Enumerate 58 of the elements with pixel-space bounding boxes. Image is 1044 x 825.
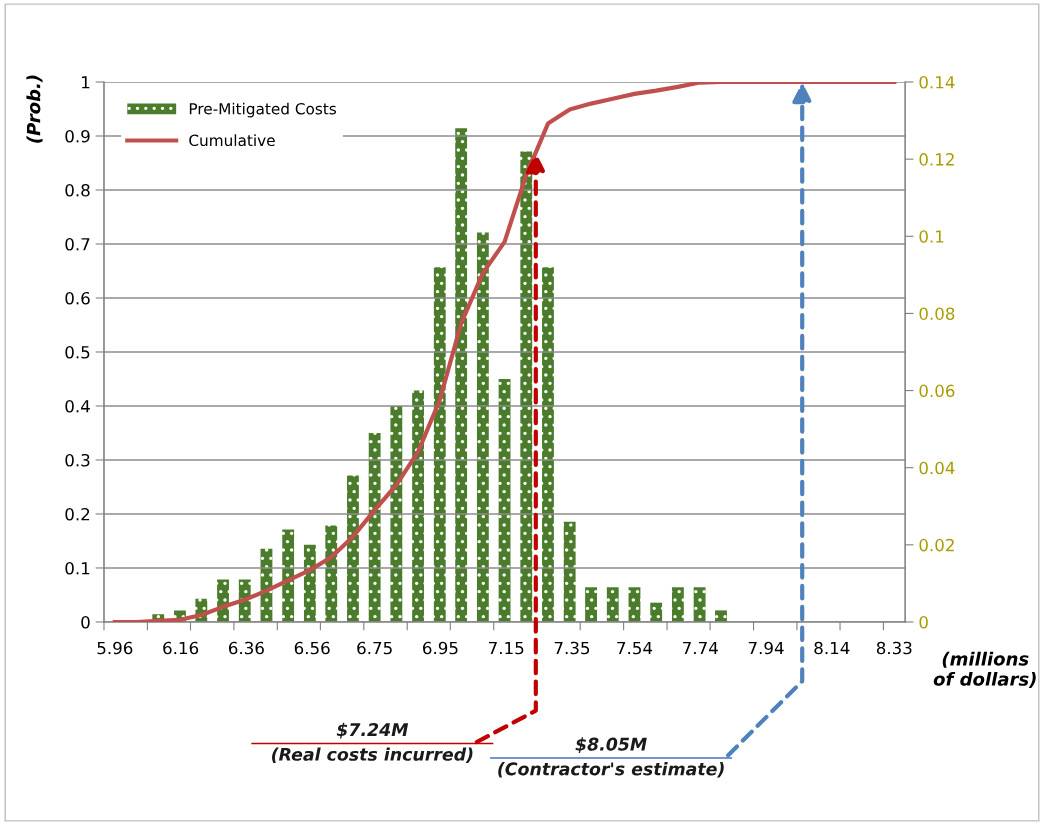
bar: [606, 587, 619, 622]
y2-tick-label: 0.08: [919, 307, 955, 320]
y-tick-label: 0.2: [65, 507, 90, 521]
y-tick-label: 0.9: [65, 129, 90, 143]
bar: [325, 525, 338, 622]
bar: [693, 587, 706, 622]
bar: [671, 587, 684, 622]
y2-tick-label: 0.1: [919, 230, 944, 243]
y-tick-label: 0.5: [65, 345, 90, 359]
line-series: [112, 82, 897, 622]
y2-tick-label: 0.04: [919, 461, 955, 475]
x-tick-label: 7.35: [554, 641, 590, 655]
x-tick-label: 7.54: [617, 641, 653, 655]
annotation: $7.24M (Real costs incurred): [272, 722, 473, 763]
y-tick-label: 0: [81, 615, 90, 629]
bar: [650, 602, 663, 622]
y2-tick-label: 0: [919, 615, 928, 629]
bar: [563, 521, 576, 622]
bar: [303, 544, 316, 622]
bar: [585, 587, 597, 622]
x-tick-label: 8.14: [814, 641, 850, 655]
bar: [282, 529, 295, 622]
legend-label: Pre-Mitigated Costs: [189, 102, 337, 118]
bar: [628, 587, 641, 622]
y-tick-label: 0.8: [65, 183, 90, 197]
y-tick-label: 0.7: [65, 237, 90, 251]
bar: [368, 432, 381, 622]
x-tick-label: 8.33: [876, 641, 912, 655]
y-axis-title: (Prob.): [26, 75, 43, 143]
bar: [542, 267, 554, 622]
y2-tick-label: 0.14: [919, 75, 955, 89]
y-tick-label: 0.1: [65, 561, 90, 575]
x-tick-label: 7.74: [683, 641, 718, 655]
y2-tick-label: 0.02: [919, 538, 954, 552]
bar: [455, 128, 468, 622]
bar: [476, 232, 489, 622]
x-tick-label: 7.15: [489, 641, 524, 655]
x-tick-label: 6.95: [423, 641, 458, 655]
x-axis-title: (millions of dollars): [933, 651, 1036, 688]
x-tick-label: 5.96: [97, 641, 133, 655]
y-tick-label: 1: [82, 76, 90, 89]
bar: [390, 405, 403, 622]
bar: [715, 610, 727, 622]
x-tick-label: 7.94: [748, 641, 784, 655]
y2-tick-label: 0.12: [919, 153, 954, 166]
x-tick-label: 6.36: [229, 641, 264, 655]
bar: [412, 390, 424, 622]
bar: [347, 475, 359, 622]
x-tick-label: 6.16: [163, 641, 199, 655]
annotation: $8.05M (Contractor's estimate): [498, 737, 724, 778]
y-tick-label: 0.6: [65, 291, 90, 305]
bar: [433, 267, 446, 622]
y2-tick-label: 0.06: [919, 384, 955, 398]
y-tick-label: 0.4: [65, 399, 90, 413]
x-tick-label: 6.75: [357, 641, 392, 655]
y-tick-label: 0.3: [65, 453, 90, 467]
x-tick-label: 6.56: [294, 641, 330, 655]
legend-label: Cumulative: [189, 134, 275, 147]
